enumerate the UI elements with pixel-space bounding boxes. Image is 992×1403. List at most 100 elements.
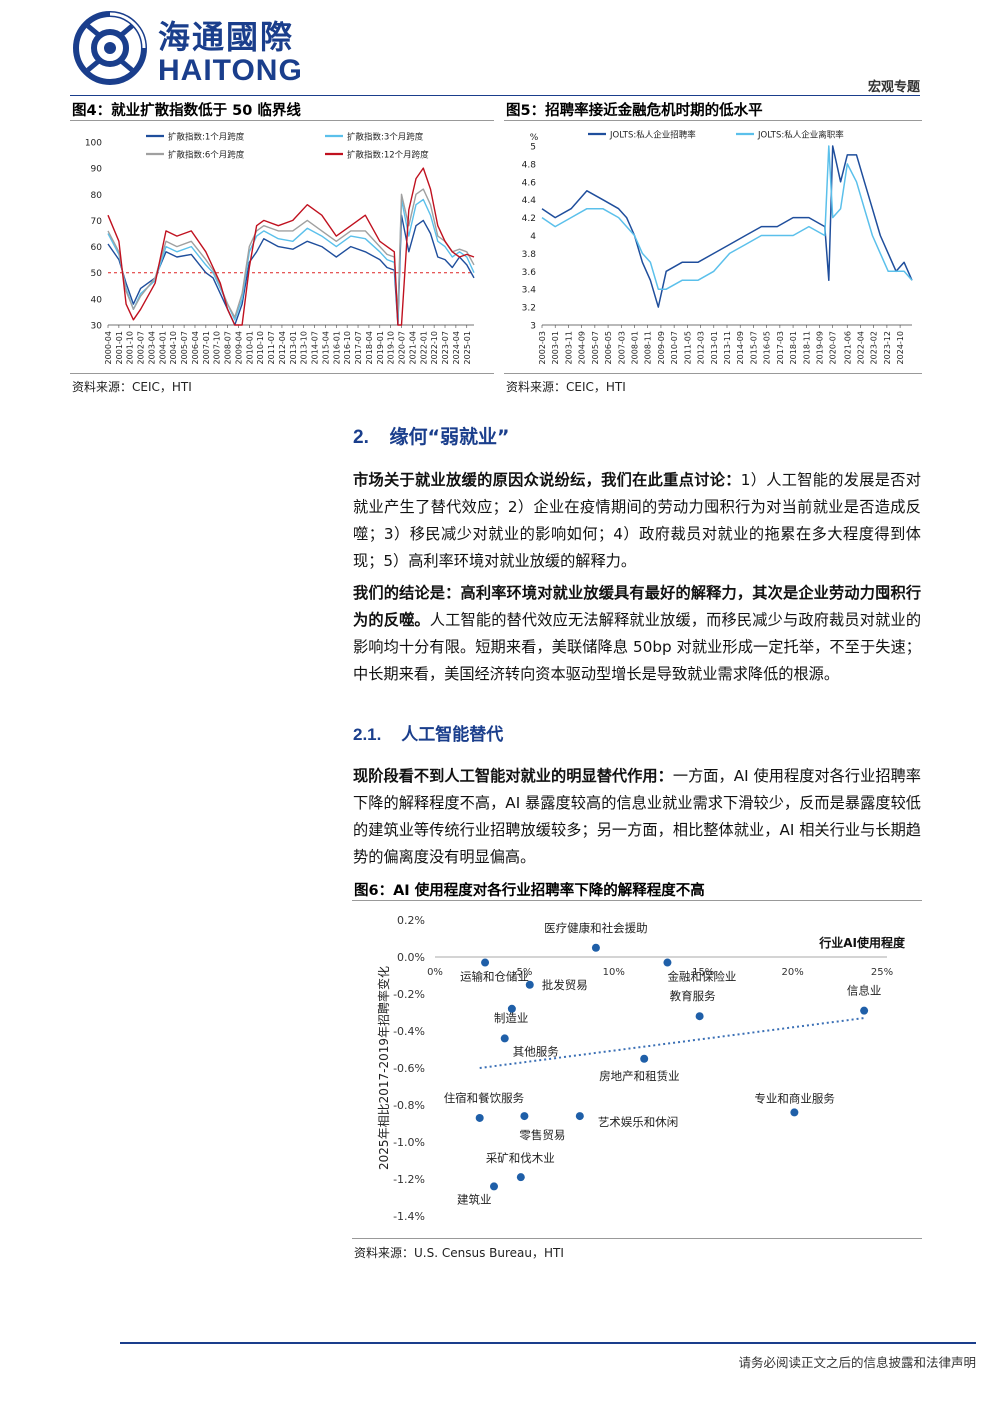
y-tick-label: 3 [530, 322, 536, 332]
y-tick-label: 5 [530, 143, 536, 153]
fig6-top-rule [352, 900, 922, 901]
x-tick-label: 2024-10 [896, 331, 905, 364]
fig6-title: 图6：AI 使用程度对各行业招聘率下降的解释程度不高 [354, 883, 705, 899]
scatter-point-3 [663, 958, 672, 967]
legend-label-1: 扩散指数:1个月跨度 [168, 132, 245, 143]
logo-en-text: HAITONG [158, 54, 303, 87]
footer-rule [120, 1342, 976, 1344]
y-tick-label: -1.4% [393, 1210, 425, 1223]
x-tick-label: 2008-01 [631, 331, 640, 364]
section2-paragraph-1: 市场关于就业放缓的原因众说纷纭，我们在此重点讨论：1）人工智能的发展是否对就业产… [353, 467, 921, 575]
x-tick-label: 2009-04 [234, 331, 243, 364]
x-tick-label: 2020-07 [829, 331, 838, 364]
legend-label-2: JOLTS:私人企业离职率 [757, 130, 844, 141]
x-tick-label: 0% [427, 967, 443, 978]
p3-bold: 现阶段看不到人工智能对就业的明显替代作用： [353, 767, 673, 785]
y-tick-label: 3.8 [522, 250, 537, 260]
y-tick-label: 100 [85, 139, 102, 149]
scatter-point-7 [860, 1006, 869, 1015]
x-tick-label: 2003-01 [551, 331, 560, 364]
y-tick-label: -0.4% [393, 1025, 425, 1038]
footer-disclaimer: 请务必阅读正文之后的信息披露和法律声明 [738, 1355, 976, 1370]
series-line-4 [107, 167, 475, 326]
x-tick-label: 2000-04 [104, 331, 113, 364]
x-tick-label: 2023-12 [883, 331, 892, 364]
x-tick-label: 2003-11 [564, 331, 573, 364]
x-tick-label: 2017-07 [354, 331, 363, 364]
y-tick-label: 60 [91, 243, 103, 253]
y-tick-label: 4.2 [522, 214, 536, 224]
x-tick-label: 2018-01 [789, 331, 798, 364]
scatter-point-5 [507, 1004, 516, 1013]
x-axis-title: 行业AI使用程度 [818, 935, 906, 950]
y-tick-label: 3.4 [522, 286, 537, 296]
y-tick-label: -1.2% [393, 1173, 425, 1186]
y-axis-unit: % [530, 133, 539, 143]
x-tick-label: 2011-07 [267, 331, 276, 364]
x-tick-label: 2023-02 [870, 331, 879, 364]
x-tick-label: 25% [871, 967, 893, 978]
section21-paragraph: 现阶段看不到人工智能对就业的明显替代作用：一方面，AI 使用程度对各行业招聘率下… [353, 763, 921, 871]
section21-number: 2.1. [353, 725, 382, 744]
p2-rest: 人工智能的替代效应无法解释就业放缓，而移民减少与政府裁员对就业的影响均十分有限。… [353, 611, 922, 683]
x-tick-label: 2010-10 [256, 331, 265, 364]
fig5-bottom-rule [504, 373, 922, 374]
x-tick-label: 2013-10 [300, 331, 309, 364]
scatter-point-15 [490, 1182, 499, 1191]
x-tick-label: 2014-09 [736, 331, 745, 364]
p2-bold: 我们的结论是：高利率环境对就业放缓具有最好的解释力，其次是企业劳动力囤积行为的反… [353, 584, 921, 629]
y-tick-label: 70 [91, 217, 103, 227]
x-tick-label: 2008-07 [224, 331, 233, 364]
point-label-8: 其他服务 [513, 1044, 559, 1058]
x-tick-label: 2012-03 [697, 331, 706, 364]
y-tick-label: 4.6 [522, 178, 537, 188]
section21-title: 人工智能替代 [401, 725, 504, 745]
y-tick-label: 3.2 [522, 304, 536, 314]
y-tick-label: 50 [91, 269, 103, 279]
x-tick-label: 2010-01 [245, 331, 254, 364]
x-tick-label: 2013-01 [289, 331, 298, 364]
x-tick-label: 2021-04 [408, 331, 417, 364]
x-tick-label: 2002-03 [538, 331, 547, 364]
fig6-source: 资料来源：U.S. Census Bureau，HTI [354, 1246, 564, 1260]
scatter-point-11 [475, 1113, 484, 1122]
x-tick-label: 2007-10 [213, 331, 222, 364]
y-tick-label: 90 [91, 165, 103, 175]
p3-rest: 一方面，AI 使用程度对各行业招聘率下降的解释程度不高，AI 暴露度较高的信息业… [353, 767, 921, 866]
section2-heading: 2. 缘何“弱就业” [353, 422, 509, 449]
fig5-title: 图5：招聘率接近金融危机时期的低水平 [506, 103, 763, 119]
x-tick-label: 2022-01 [419, 331, 428, 364]
series-line-2 [541, 145, 913, 290]
x-tick-label: 2004-10 [169, 331, 178, 364]
p1-rest: 1）人工智能的发展是否对就业产生了替代效应；2）企业在疫情期间的劳动力囤积行为对… [353, 471, 921, 570]
point-label-14: 采矿和伐木业 [486, 1151, 555, 1165]
y-tick-label: -0.6% [393, 1062, 425, 1075]
series-line-1 [107, 214, 475, 326]
y-tick-label: 4.4 [522, 196, 537, 206]
logo-emblem-icon [73, 11, 147, 85]
scatter-point-4 [525, 980, 534, 989]
scatter-point-13 [575, 1112, 584, 1121]
fig4-source: 资料来源：CEIC，HTI [72, 380, 192, 394]
scatter-point-12 [520, 1112, 529, 1121]
x-tick-label: 2018-04 [365, 331, 374, 364]
x-tick-label: 2006-05 [604, 331, 613, 364]
p1-bold: 市场关于就业放缓的原因众说纷纭，我们在此重点讨论： [353, 471, 741, 489]
point-label-12: 零售贸易 [519, 1128, 565, 1142]
section2-title: 缘何“弱就业” [389, 426, 510, 448]
y-tick-label: -0.2% [393, 988, 425, 1001]
point-label-4: 批发贸易 [542, 978, 588, 992]
y-tick-label: 0.0% [397, 951, 425, 964]
legend-label-3: 扩散指数:6个月跨度 [168, 150, 245, 161]
section2-number: 2. [353, 427, 369, 448]
report-type-label: 宏观专题 [867, 80, 920, 95]
x-tick-label: 2025-01 [463, 331, 472, 364]
x-tick-label: 2009-09 [657, 331, 666, 364]
x-tick-label: 2019-01 [376, 331, 385, 364]
x-tick-label: 2022-04 [856, 331, 865, 364]
x-tick-label: 2020-07 [398, 331, 407, 364]
y-tick-label: 40 [91, 295, 103, 305]
series-line-3 [107, 188, 475, 318]
x-tick-label: 2021-06 [843, 331, 852, 364]
x-tick-label: 2001-10 [126, 331, 135, 364]
